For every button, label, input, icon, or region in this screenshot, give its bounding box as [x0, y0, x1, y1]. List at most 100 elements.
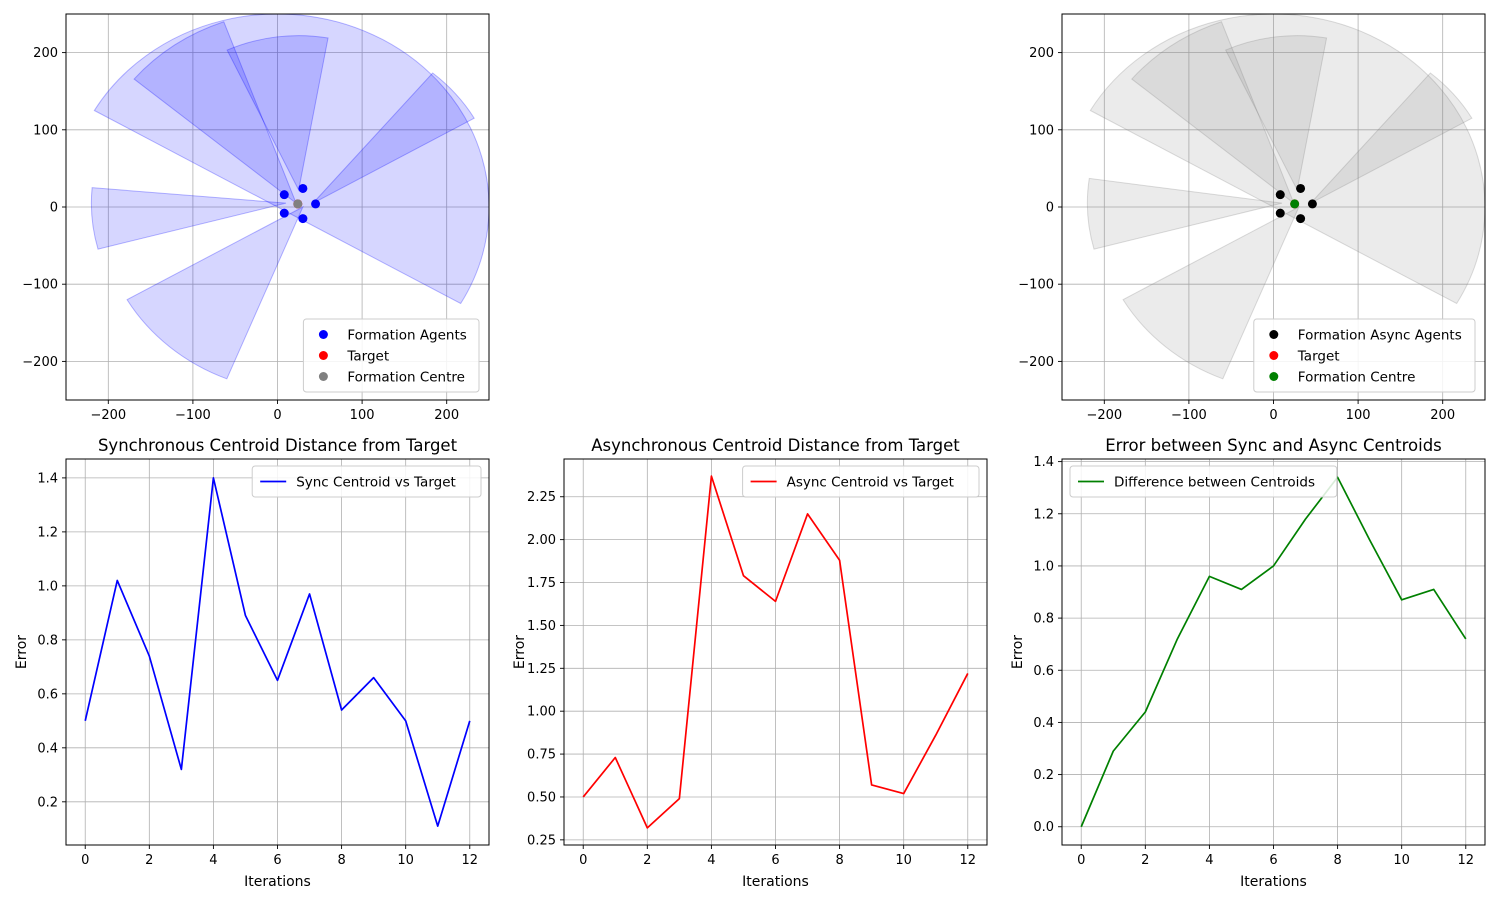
- y-axis-label: Error: [14, 635, 30, 669]
- y-tick-label: 0.25: [527, 833, 556, 848]
- chart-title: Synchronous Centroid Distance from Targe…: [98, 436, 458, 455]
- x-tick-label: 100: [1346, 408, 1371, 423]
- x-tick-label: −100: [1171, 408, 1207, 423]
- legend-marker: [1269, 330, 1279, 339]
- plot-area: [1086, 14, 1485, 380]
- chart-sync-error: 0 2 4 6 8 10 12 0.2 0.4 0.6 0.8 1.0 1.2 1.4 Synchronou…: [14, 436, 490, 890]
- scatter-point-formation-centre: [1290, 199, 1300, 209]
- legend-label: Difference between Centroids: [1114, 475, 1315, 491]
- y-tick-label: 1.25: [527, 662, 556, 677]
- x-tick-label: 12: [959, 853, 976, 868]
- legend-label: Target: [1297, 349, 1340, 365]
- scatter-point-formation-async-agents: [1296, 183, 1306, 193]
- legend: Sync Centroid vs Target: [251, 465, 482, 498]
- scatter-point-formation-agents: [298, 183, 308, 193]
- legend-label: Formation Centre: [1298, 370, 1416, 386]
- x-tick-label: 4: [1205, 853, 1213, 868]
- chart-difference: 0 2 4 6 8 10 12 0.0 0.2 0.4 0.6 0.8 1.0 1.2 1.4 Error b…: [1010, 436, 1486, 890]
- y-tick-label: 1.75: [527, 576, 556, 591]
- x-tick-label: 200: [1430, 408, 1455, 423]
- y-tick-label: 1.0: [37, 579, 58, 594]
- legend-label: Target: [346, 349, 389, 365]
- x-tick-label: 8: [835, 853, 843, 868]
- legend-marker: [318, 351, 328, 360]
- scatter-point-formation-async-agents: [1296, 214, 1306, 224]
- chart-async-error: 0 2 4 6 8 10 12 0.25 0.50 0.75 1.00 1.25 1.50 1.75 2.0…: [512, 436, 988, 890]
- x-tick-label: −100: [175, 408, 211, 423]
- scatter-point-formation-agents: [298, 214, 308, 224]
- sensor-sector: [93, 14, 489, 305]
- sensor-sector: [1122, 205, 1300, 380]
- legend-marker: [318, 372, 328, 381]
- chart-title: Error between Sync and Async Centroids: [1105, 436, 1442, 455]
- x-tick-label: −200: [90, 408, 126, 423]
- legend-label: Formation Agents: [347, 328, 466, 344]
- scatter-point-formation-async-agents: [1275, 208, 1285, 218]
- y-tick-label: 0.75: [527, 748, 556, 763]
- scatter-point-formation-agents: [279, 208, 289, 218]
- x-tick-label: 0: [579, 853, 587, 868]
- legend-label: Sync Centroid vs Target: [296, 475, 456, 491]
- x-tick-label: −200: [1086, 408, 1122, 423]
- legend-box: [251, 465, 482, 498]
- x-tick-label: 0: [273, 408, 281, 423]
- y-tick-label: 0.8: [1033, 612, 1054, 627]
- legend-label: Async Centroid vs Target: [787, 475, 954, 491]
- scatter-point-formation-agents: [311, 199, 321, 209]
- chart-title: Asynchronous Centroid Distance from Targ…: [591, 436, 960, 455]
- x-tick-label: 100: [350, 408, 375, 423]
- scatter-point-formation-async-agents: [1307, 199, 1317, 209]
- y-tick-label: 1.50: [527, 619, 556, 634]
- y-tick-label: 0: [50, 201, 58, 216]
- y-tick-label: 1.2: [1033, 507, 1054, 522]
- y-axis-label: Error: [512, 635, 528, 669]
- x-tick-label: 8: [1333, 853, 1341, 868]
- y-tick-label: 100: [1029, 123, 1054, 138]
- x-tick-label: 6: [273, 853, 281, 868]
- x-tick-label: 10: [397, 853, 414, 868]
- x-axis-label: Iterations: [742, 874, 809, 890]
- legend-marker: [318, 330, 328, 339]
- sensor-sector: [226, 35, 329, 192]
- y-tick-label: 0.2: [37, 795, 58, 810]
- legend-box: [1069, 465, 1338, 498]
- legend-marker: [1269, 372, 1279, 381]
- x-tick-label: 8: [337, 853, 345, 868]
- x-tick-label: 0: [1077, 853, 1085, 868]
- y-tick-label: 0.4: [1033, 716, 1054, 731]
- legend: Difference between Centroids: [1069, 465, 1338, 498]
- y-tick-label: 0.50: [527, 790, 556, 805]
- sensor-sector: [1310, 72, 1473, 204]
- sensor-sector: [312, 72, 475, 204]
- legend-box: [742, 465, 980, 498]
- legend-label: Formation Centre: [347, 370, 465, 386]
- y-tick-label: 1.00: [527, 705, 556, 720]
- sensor-sector: [1086, 177, 1283, 250]
- y-tick-label: 1.0: [1033, 559, 1054, 574]
- legend-label: Formation Async Agents: [1298, 328, 1462, 344]
- x-tick-label: 0: [81, 853, 89, 868]
- legend: Formation Agents Target Formation Centre: [302, 318, 480, 393]
- legend: Formation Async Agents Target Formation Ce…: [1253, 318, 1476, 393]
- y-tick-label: 1.2: [37, 525, 58, 540]
- scatter-point-formation-centre: [293, 199, 303, 209]
- y-tick-label: 0.2: [1033, 768, 1054, 783]
- x-tick-label: 200: [434, 408, 459, 423]
- x-tick-label: 4: [707, 853, 715, 868]
- x-tick-label: 2: [145, 853, 153, 868]
- x-tick-label: 6: [1269, 853, 1277, 868]
- y-tick-label: 1.4: [37, 471, 58, 486]
- sensor-sector: [90, 187, 287, 250]
- x-tick-label: 12: [461, 853, 478, 868]
- y-tick-label: 2.25: [527, 490, 556, 505]
- plot-area: [90, 14, 489, 380]
- y-tick-label: 0.6: [37, 687, 58, 702]
- legend-marker: [1269, 351, 1279, 360]
- legend-box: [302, 318, 480, 393]
- y-tick-label: 0.4: [37, 741, 58, 756]
- legend: Async Centroid vs Target: [742, 465, 980, 498]
- y-tick-label: 0.8: [37, 633, 58, 648]
- x-tick-label: 2: [1141, 853, 1149, 868]
- x-tick-label: 10: [895, 853, 912, 868]
